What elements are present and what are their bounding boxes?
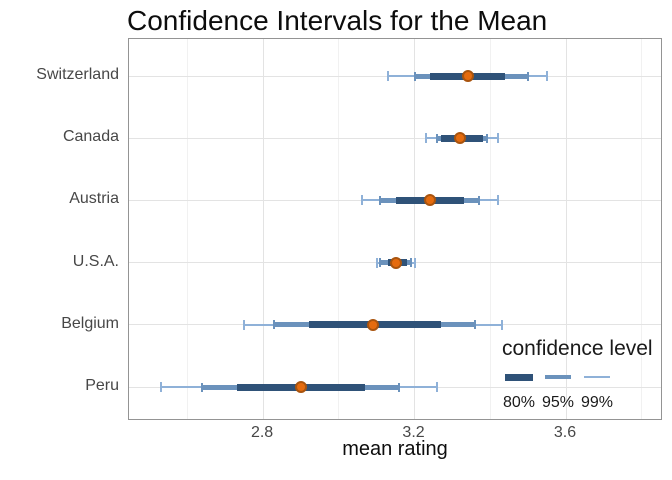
interval-95-cap-right	[527, 71, 530, 81]
y-axis-label: U.S.A.	[72, 252, 119, 270]
interval-99-cap-left	[159, 382, 162, 392]
interval-99-cap-left	[387, 71, 390, 81]
x-axis-tick-label: 3.6	[553, 424, 577, 441]
legend-key-99	[584, 376, 610, 378]
interval-99-cap-left	[375, 257, 378, 268]
interval-95-cap-left	[413, 71, 416, 81]
interval-95-cap-left	[379, 258, 382, 268]
interval-99-cap-left	[243, 319, 246, 330]
gridline-major-vertical	[414, 39, 416, 419]
interval-95-cap-left	[201, 382, 204, 392]
interval-99-cap-right	[496, 195, 499, 206]
x-axis-tick-label: 2.8	[250, 424, 274, 441]
gridline-minor-vertical	[338, 39, 340, 419]
x-axis-tick-label: 3.2	[402, 424, 425, 441]
interval-99-cap-right	[500, 319, 503, 330]
y-axis-label: Switzerland	[36, 66, 119, 83]
gridline-major-vertical	[262, 39, 264, 419]
legend-title: confidence level	[502, 337, 653, 360]
interval-95-cap-right	[485, 133, 488, 143]
interval-99-cap-right	[413, 257, 416, 268]
y-axis-label: Belgium	[61, 314, 119, 332]
gridline-minor-vertical	[186, 39, 188, 419]
y-axis-label: Peru	[85, 377, 119, 394]
legend-key-95	[545, 375, 571, 379]
point-estimate	[423, 194, 436, 207]
chart-title: Confidence Intervals for the Mean	[127, 5, 548, 36]
gridline-major-vertical	[565, 39, 567, 419]
interval-95-cap-right	[477, 195, 480, 205]
gridline-minor-vertical	[489, 39, 491, 419]
point-estimate	[454, 132, 466, 145]
interval-99-cap-left	[360, 195, 363, 206]
x-axis-title: mean rating	[342, 438, 448, 460]
y-axis-label: Austria	[69, 190, 119, 208]
plot-panel	[128, 38, 662, 420]
point-estimate	[294, 381, 307, 393]
point-estimate	[461, 70, 474, 82]
interval-95-cap-left	[436, 133, 439, 143]
interval-99-cap-right	[496, 133, 499, 144]
legend-label-80: 80%	[502, 394, 536, 411]
legend-label-95: 95%	[541, 394, 575, 411]
interval-95-cap-right	[474, 320, 477, 330]
interval-95-cap-left	[273, 320, 276, 330]
legend-label-99: 99%	[580, 394, 614, 411]
gridline-major-horizontal	[129, 137, 661, 139]
point-estimate	[389, 256, 402, 269]
gridline-minor-vertical	[641, 39, 643, 419]
legend-key-80	[505, 373, 533, 381]
interval-95-cap-right	[409, 258, 412, 268]
interval-99-cap-left	[424, 133, 427, 144]
y-axis-label: Canada	[62, 128, 119, 146]
interval-95-cap-right	[398, 382, 401, 392]
point-estimate	[366, 318, 379, 331]
interval-99-cap-right	[546, 71, 549, 81]
interval-99-cap-right	[436, 382, 439, 392]
interval-95-cap-left	[379, 195, 382, 205]
